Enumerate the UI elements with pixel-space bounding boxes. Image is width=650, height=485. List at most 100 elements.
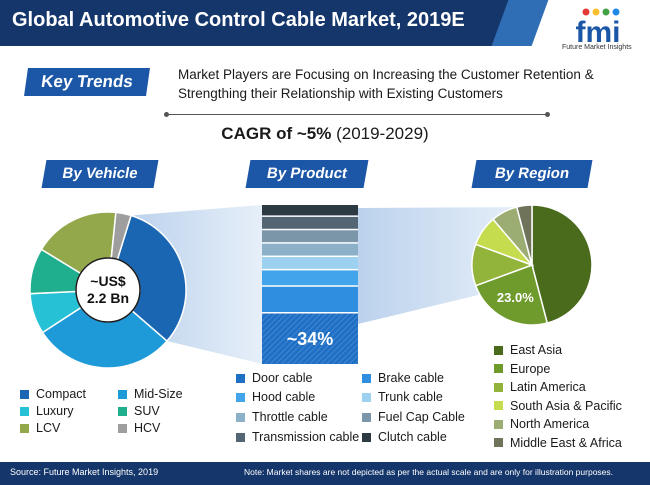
region-legend-label: East Asia bbox=[510, 343, 563, 357]
charts-canvas: ~US$2.2 Bn ~34% 23.0% bbox=[29, 204, 593, 369]
region-legend-item-south-asia-pacific: South Asia & Pacific bbox=[494, 399, 622, 413]
logo-dot-yellow bbox=[592, 8, 600, 16]
product-legend-label: Door cable bbox=[252, 371, 313, 385]
region-legend-item-europe: Europe bbox=[494, 362, 550, 376]
region-slice-middle-east-africa bbox=[515, 204, 533, 266]
product-legend-swatch bbox=[362, 373, 371, 383]
product-legend-swatch bbox=[236, 412, 245, 422]
region-legend-label: Middle East & Africa bbox=[510, 435, 622, 450]
vehicle-center-circle bbox=[75, 257, 141, 323]
region-legend-label: Europe bbox=[510, 361, 551, 376]
product-segment-throttle-cable bbox=[262, 243, 358, 256]
region-legend-swatch bbox=[494, 419, 503, 429]
vehicle-legend-item-lcv: LCV bbox=[20, 421, 60, 435]
cagr-value: CAGR of ~5% bbox=[221, 124, 332, 143]
region-legend-item-middle-east-africa: Middle East & Africa bbox=[494, 436, 622, 450]
product-legend-item-brake-cable: Brake cable bbox=[362, 371, 444, 385]
vehicle-legend-item-compact: Compact bbox=[20, 387, 86, 401]
region-pie-chart: 23.0% bbox=[471, 204, 593, 326]
logo-tagline: Future Market Insights bbox=[562, 44, 632, 51]
product-legend-item-hood-cable: Hood cable bbox=[236, 390, 315, 404]
region-data-label: 23.0% bbox=[497, 290, 534, 305]
logo-letters: fmi bbox=[576, 16, 621, 49]
product-legend-swatch bbox=[362, 392, 371, 402]
key-trends-text-line1: Market Players are Focusing on Increasin… bbox=[178, 67, 594, 82]
vehicle-legend-item-luxury: Luxury bbox=[20, 404, 74, 418]
region-legend-swatch bbox=[494, 438, 503, 447]
vehicle-legend-label: HCV bbox=[134, 421, 161, 435]
product-segment-fuel-cap-cable bbox=[262, 230, 358, 243]
key-trends-divider bbox=[166, 114, 546, 115]
footer-note: Note: Market shares are not depicted as … bbox=[244, 467, 614, 477]
product-legend-swatch bbox=[362, 432, 371, 442]
region-legend-item-north-america: North America bbox=[494, 417, 589, 431]
vehicle-legend-item-suv: SUV bbox=[118, 404, 160, 418]
region-legend-swatch bbox=[494, 364, 503, 373]
product-legend-item-fuel-cap-cable: Fuel Cap Cable bbox=[362, 410, 465, 424]
product-segment-transmission-cable bbox=[262, 216, 358, 229]
product-segment-hood-cable bbox=[262, 270, 358, 286]
vehicle-legend-label: SUV bbox=[134, 404, 160, 418]
footer-source: Source: Future Market Insights, 2019 bbox=[10, 467, 159, 477]
product-legend-swatch bbox=[236, 392, 245, 402]
product-legend-label: Clutch cable bbox=[378, 430, 447, 444]
header-bar bbox=[0, 0, 530, 46]
divider-dot-right bbox=[545, 112, 550, 117]
product-legend-label: Throttle cable bbox=[252, 410, 328, 424]
product-highlight-label: ~34% bbox=[287, 329, 334, 349]
product-legend-swatch bbox=[362, 412, 371, 422]
vehicle-legend-swatch bbox=[20, 389, 29, 399]
product-legend-item-throttle-cable: Throttle cable bbox=[236, 410, 328, 424]
divider-dot-left bbox=[164, 112, 169, 117]
product-legend-swatch bbox=[236, 432, 245, 442]
product-legend-label: Brake cable bbox=[378, 371, 445, 385]
vehicle-legend-label: Compact bbox=[36, 387, 87, 401]
product-legend-label: Hood cable bbox=[252, 390, 316, 404]
region-slice-east-asia bbox=[531, 204, 593, 324]
region-slice-europe bbox=[474, 264, 549, 326]
footer-bar bbox=[0, 462, 650, 485]
product-segment-brake-cable bbox=[262, 286, 358, 313]
vehicle-legend-swatch bbox=[118, 406, 127, 416]
vehicle-legend-label: LCV bbox=[36, 421, 61, 435]
product-legend-item-door-cable: Door cable bbox=[236, 371, 312, 385]
region-legend-swatch bbox=[494, 382, 503, 392]
region-legend-item-east-asia: East Asia bbox=[494, 343, 562, 357]
cagr-heading: CAGR of ~5% (2019-2029) bbox=[0, 124, 650, 144]
vehicle-center-label-value: 2.2 Bn bbox=[87, 290, 129, 306]
region-legend-label: Latin America bbox=[510, 380, 586, 394]
page-title: Global Automotive Control Cable Market, … bbox=[12, 9, 465, 31]
product-segment-clutch-cable bbox=[262, 205, 358, 216]
logo-dot-green bbox=[602, 8, 610, 16]
logo-dot-red bbox=[582, 8, 590, 16]
vehicle-legend-item-hcv: HCV bbox=[118, 421, 160, 435]
region-legend-label: North America bbox=[510, 417, 590, 431]
vehicle-legend-swatch bbox=[118, 389, 127, 399]
product-legend-swatch bbox=[236, 373, 245, 383]
vehicle-legend-swatch bbox=[118, 423, 127, 433]
region-legend-label: South Asia & Pacific bbox=[510, 398, 622, 413]
vehicle-legend-swatch bbox=[20, 406, 29, 416]
product-stacked-bar: ~34% bbox=[262, 205, 358, 364]
region-legend-swatch bbox=[494, 401, 503, 410]
vehicle-donut-chart: ~US$2.2 Bn bbox=[29, 211, 187, 369]
product-legend-item-trunk-cable: Trunk cable bbox=[362, 390, 443, 404]
cagr-period: (2019-2029) bbox=[336, 124, 429, 143]
region-legend-swatch bbox=[494, 345, 503, 355]
product-legend-label: Fuel Cap Cable bbox=[378, 410, 465, 424]
product-segment-trunk-cable bbox=[262, 257, 358, 269]
product-segment-door-cable bbox=[262, 313, 358, 364]
product-legend-item-transmission-cable: Transmission cable bbox=[236, 430, 359, 444]
product-legend-label: Transmission cable bbox=[252, 430, 360, 444]
region-legend-item-latin-america: Latin America bbox=[494, 380, 586, 394]
vehicle-legend-label: Luxury bbox=[36, 404, 74, 418]
vehicle-legend-label: Mid-Size bbox=[134, 387, 183, 401]
key-trends-text-line2: Strengthing their Relationship with Exis… bbox=[178, 86, 503, 101]
product-legend-item-clutch-cable: Clutch cable bbox=[362, 430, 447, 444]
vehicle-center-label-currency: ~US$ bbox=[90, 273, 126, 289]
vehicle-legend-item-mid-size: Mid-Size bbox=[118, 387, 183, 401]
product-legend-label: Trunk cable bbox=[378, 390, 443, 404]
fmi-logo: fmi bbox=[576, 8, 621, 49]
vehicle-legend-swatch bbox=[20, 423, 29, 433]
logo-dot-blue bbox=[612, 8, 620, 16]
